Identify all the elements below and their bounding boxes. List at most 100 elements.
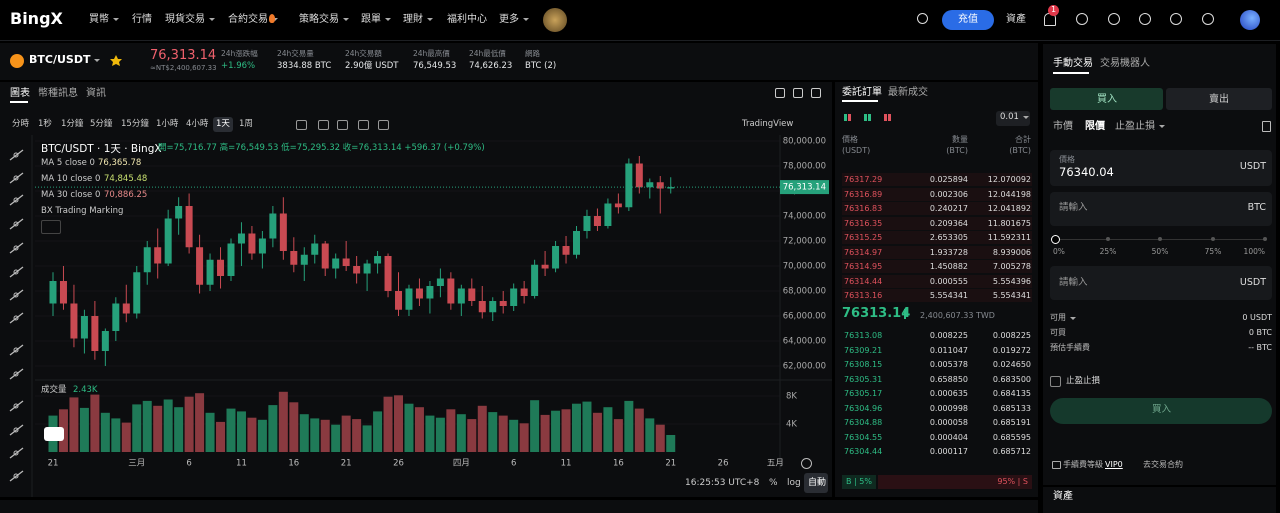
interval[interactable]: 分時 (12, 119, 30, 129)
tradingview[interactable]: TradingView (742, 119, 794, 129)
candle-body (122, 303, 130, 314)
order-type[interactable]: 市價 (1053, 121, 1073, 132)
nav-item[interactable]: 福利中心 (447, 14, 487, 25)
volume-bar (257, 419, 267, 452)
slider-handle[interactable] (1051, 235, 1060, 244)
interval[interactable]: 1小時 (156, 119, 179, 129)
badge-count: 1 (1051, 5, 1057, 14)
vip-level[interactable]: VIP0 (1105, 460, 1123, 469)
interval[interactable]: 1分鐘 (61, 119, 84, 129)
candle-body (363, 263, 371, 274)
sell-tab-bg[interactable] (1166, 88, 1272, 110)
bids-total: 0.019272 (992, 345, 1031, 355)
candle-body (625, 163, 633, 208)
buy-tab[interactable]: 買入 (1097, 94, 1117, 105)
draw-tool (296, 120, 307, 130)
stat-value: 2.90億 USDT (345, 61, 399, 71)
symbol[interactable]: BTC/USDT (29, 53, 100, 67)
trade-tab[interactable]: 交易機器人 (1100, 58, 1150, 69)
chart-tab[interactable]: 幣種訊息 (38, 88, 78, 99)
sell-tab[interactable]: 賣出 (1209, 94, 1229, 105)
price-value[interactable]: 76340.04 (1059, 165, 1114, 179)
nav-item[interactable]: 行情 (132, 14, 152, 25)
bids-total: 0.685191 (992, 418, 1031, 427)
volume-bar (331, 424, 341, 452)
slider-label: 0% (1053, 247, 1065, 256)
nav-item[interactable]: 買幣 (89, 14, 119, 26)
nav-icon (1170, 13, 1182, 25)
order-type[interactable]: 限價 (1085, 121, 1105, 132)
nav-icon (1076, 13, 1088, 25)
toolbar-icon (9, 172, 24, 184)
bids-qty: 0.000117 (929, 447, 968, 456)
qty-placeholder[interactable]: 請輸入 (1059, 202, 1088, 213)
order-type[interactable]: 止盈止損 (1115, 121, 1165, 133)
step-value[interactable]: 0.01 (1000, 112, 1029, 123)
draw-tool (378, 120, 389, 130)
slider-tick (1263, 237, 1267, 241)
calc-icon (1262, 121, 1271, 132)
interval[interactable]: 1秒 (38, 119, 52, 129)
nav-item[interactable]: 更多 (499, 14, 529, 26)
toolbar-icon (9, 289, 24, 301)
candle-body (185, 206, 193, 248)
volume-bar (163, 399, 173, 452)
nav-item[interactable]: 現貨交易 (165, 14, 215, 26)
submit-label[interactable]: 買入 (1152, 404, 1172, 415)
asks-total: 11.801675 (987, 218, 1031, 228)
volume-bar (446, 409, 456, 452)
futures-link[interactable]: 去交易合約 (1143, 460, 1183, 469)
tpsl-label[interactable]: 止盈止損 (1066, 376, 1101, 386)
ma-label: MA 5 close 0 (41, 158, 95, 168)
logo[interactable]: BingX (10, 9, 63, 28)
toolbar-icon (9, 266, 24, 278)
coin-icon (10, 54, 24, 68)
chart-tab[interactable]: 圖表 (10, 88, 30, 99)
volume-bar (352, 419, 362, 452)
orderbook-tab[interactable]: 委託訂單 (842, 87, 882, 98)
interval[interactable]: 4小時 (186, 119, 209, 129)
asks-price: 76316.83 (844, 204, 883, 213)
tpsl-checkbox[interactable] (1050, 376, 1061, 387)
candle-body (342, 258, 350, 266)
amount-placeholder[interactable]: 請輸入 (1059, 277, 1088, 288)
slider-tick (1106, 237, 1110, 241)
deposit-button[interactable] (942, 10, 994, 30)
nav-item[interactable]: 跟單 (361, 14, 391, 26)
volume-bar (394, 395, 404, 452)
bids-qty: 0.000635 (929, 389, 968, 398)
log-toggle[interactable]: log (787, 478, 801, 488)
bids-price: 76308.15 (844, 360, 883, 369)
submit-button[interactable] (1050, 398, 1272, 424)
nav-item[interactable]: 合約交易 (228, 14, 278, 26)
search-icon (917, 13, 928, 24)
toolbar-icon (9, 312, 24, 324)
orderbook-tab[interactable]: 最新成交 (888, 87, 928, 98)
assets-link[interactable]: 資產 (1006, 14, 1026, 25)
tv-logo (44, 427, 64, 441)
buy-tab-bg[interactable] (1050, 88, 1163, 110)
bottom-panel (0, 500, 1038, 513)
deposit-label[interactable]: 充值 (958, 14, 978, 25)
bids-price: 76304.44 (844, 447, 883, 456)
settings-icon (801, 458, 812, 469)
fee-level: 手續費等級 (1063, 460, 1103, 469)
ma-value: 70,886.25 (104, 190, 148, 200)
interval[interactable]: 15分鐘 (121, 119, 149, 129)
trade-tab[interactable]: 手動交易 (1053, 58, 1093, 69)
interval[interactable]: 1天 (216, 119, 230, 129)
percent-toggle[interactable]: % (769, 478, 778, 488)
volume-bar (456, 414, 466, 452)
candle-body (49, 281, 57, 304)
chart-tab[interactable]: 資訊 (86, 88, 106, 99)
candle-body (552, 246, 560, 269)
interval[interactable]: 1周 (239, 119, 253, 129)
bids-qty: 0.658850 (929, 374, 968, 384)
ask-row-bg (842, 245, 1032, 259)
toolbar-icon (13, 315, 19, 321)
nav-item[interactable]: 策略交易 (299, 14, 349, 26)
nav-item[interactable]: 理財 (403, 14, 433, 26)
asks-total: 5.554396 (992, 276, 1031, 286)
auto-toggle[interactable]: 自動 (808, 478, 827, 488)
interval[interactable]: 5分鐘 (90, 119, 113, 129)
